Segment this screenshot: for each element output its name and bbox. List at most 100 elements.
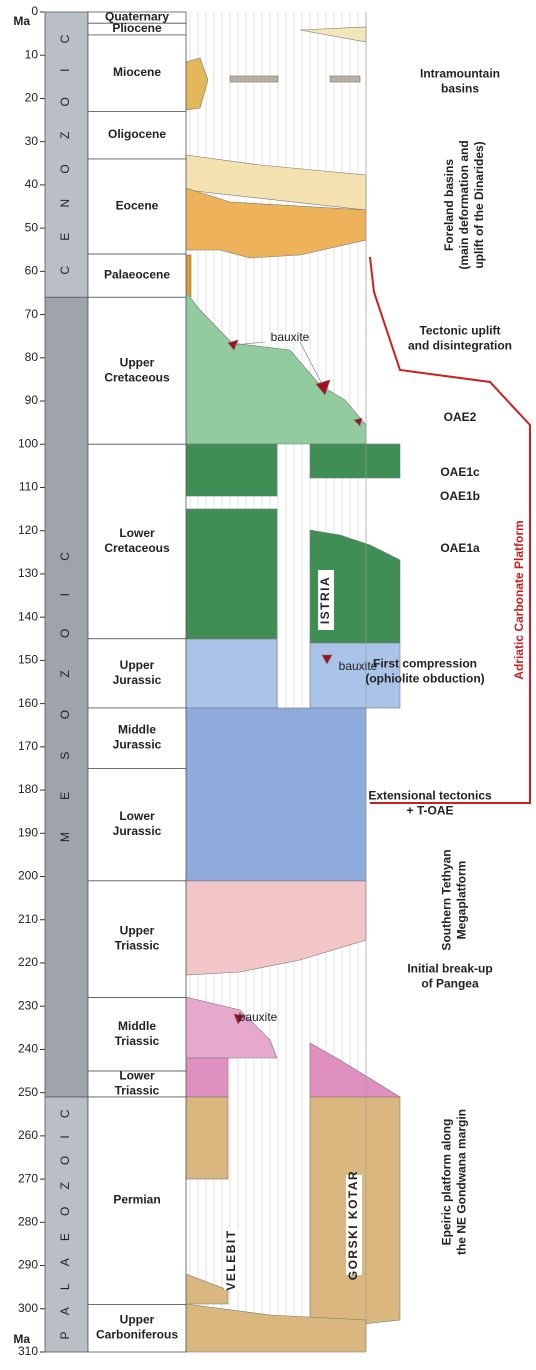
section-name: VELEBIT: [224, 1229, 238, 1290]
annotation: Southern TethyanMegaplatform: [440, 849, 469, 950]
labels: MaMa010203040506070809010011012013014015…: [13, 4, 526, 1358]
annotation: Extensional tectonics + T-OAE: [368, 789, 492, 818]
annotation-line: First compression: [373, 657, 477, 671]
tick-label: 240: [18, 1042, 38, 1056]
period-box: [87, 997, 187, 1072]
period-name: Eocene: [116, 199, 159, 213]
period-name: Miocene: [113, 65, 161, 79]
tick-label: 300: [18, 1301, 38, 1315]
period-line: Upper: [120, 1313, 155, 1327]
period-line: Upper: [120, 658, 155, 672]
tick-label: 110: [19, 480, 38, 494]
platform-label: Adriatic Carbonate Platform: [512, 520, 526, 679]
period-box: [87, 1304, 187, 1353]
section-box: [318, 570, 334, 630]
annotation-line: Epeiric platform along: [440, 1119, 454, 1246]
period-line: Triassic: [115, 1084, 160, 1098]
tick-label: 230: [18, 998, 38, 1012]
platform-bracket: [369, 256, 531, 804]
tick-label: 140: [18, 609, 38, 623]
period-name: Oligocene: [108, 127, 166, 141]
annotation-line: Megaplatform: [455, 861, 469, 940]
axis-unit: Ma: [13, 1332, 30, 1346]
period-line: Eocene: [116, 199, 159, 213]
period-line: Oligocene: [108, 127, 166, 141]
period-name: Upper Triassic: [115, 924, 160, 953]
period-name: Upper Jurassic: [113, 658, 162, 687]
tick-label: 200: [18, 869, 38, 883]
annotation-line: OAE1a: [440, 541, 480, 555]
annotation-line: Foreland basins: [442, 159, 456, 251]
tick-label: 50: [25, 220, 39, 234]
period-box: [87, 707, 187, 769]
annotation-line: Initial break-up: [407, 962, 492, 976]
tick-label: 30: [25, 134, 39, 148]
period-name: Lower Jurassic: [113, 809, 162, 838]
period-line: Carboniferous: [96, 1328, 178, 1342]
tick-label: 100: [18, 436, 38, 450]
axis-unit: Ma: [13, 14, 30, 28]
annotation: OAE2: [444, 410, 477, 424]
annotation-line: OAE1b: [440, 489, 480, 503]
annotation: Tectonic uplift and disintegration: [408, 324, 512, 353]
tick-label: 270: [18, 1171, 38, 1185]
tick-label: 20: [25, 91, 39, 105]
annotation-line: and disintegration: [408, 339, 512, 353]
period-line: Cretaceous: [104, 370, 170, 384]
annotation-line: uplift of the Dinarides): [472, 141, 486, 268]
annotation-line: Extensional tectonics: [368, 789, 492, 803]
section-name: ISTRIA: [318, 576, 332, 624]
period-line: Upper: [120, 924, 155, 938]
annotation-line: of Pangea: [421, 977, 479, 991]
period-name: Upper Carboniferous: [96, 1313, 178, 1342]
period-line: Jurassic: [113, 738, 162, 752]
annotation-line: OAE1c: [440, 465, 480, 479]
period-box: [87, 880, 187, 998]
period-line: Triassic: [115, 939, 160, 953]
period-name: Middle Triassic: [115, 1019, 160, 1048]
period-line: Cretaceous: [104, 541, 170, 555]
tick-label: 60: [25, 264, 39, 278]
tick-label: 10: [25, 47, 39, 61]
annotation: OAE1c: [440, 465, 480, 479]
era-box: [44, 1096, 89, 1353]
annotation-line: + T-OAE: [406, 804, 453, 818]
period-name: Palaeocene: [104, 268, 170, 282]
period-box: [87, 443, 187, 640]
annotation-line: (main deformation and: [457, 140, 471, 269]
section-box: [346, 1175, 362, 1275]
period-line: Pliocene: [112, 21, 162, 35]
period-name: Quaternary: [105, 10, 169, 24]
period-box: [87, 253, 187, 298]
bauxite-label: bauxite: [271, 330, 310, 344]
period-name: Middle Jurassic: [113, 723, 162, 752]
tick-label: 90: [25, 393, 39, 407]
period-line: Quaternary: [105, 10, 169, 24]
annotation: Initial break-up of Pangea: [407, 962, 492, 991]
tick-label: 220: [18, 955, 38, 969]
period-line: Triassic: [115, 1034, 160, 1048]
period-line: Lower: [119, 526, 155, 540]
tick-label: 260: [18, 1128, 38, 1142]
period-box: [87, 34, 187, 112]
period-box: [87, 638, 187, 709]
annotation-line: basins: [441, 82, 479, 96]
annotation: OAE1a: [440, 541, 480, 555]
tick-label: 210: [18, 912, 38, 926]
tick-label: 170: [18, 739, 38, 753]
period-box: [87, 158, 187, 255]
period-box: [87, 768, 187, 882]
tick-label: 70: [25, 307, 39, 321]
bauxite-label: bauxite: [339, 659, 378, 673]
annotation-line: Southern Tethyan: [440, 849, 454, 950]
era-box: [44, 11, 89, 298]
period-line: Upper: [120, 355, 155, 369]
tick-label: 160: [18, 696, 38, 710]
annotation: Foreland basins(main deformation andupli…: [442, 140, 486, 269]
period-line: Permian: [113, 1193, 160, 1207]
tick-label: 80: [25, 350, 39, 364]
era-box: [44, 296, 89, 1098]
period-line: Miocene: [113, 65, 161, 79]
period-line: Lower: [119, 1069, 155, 1083]
